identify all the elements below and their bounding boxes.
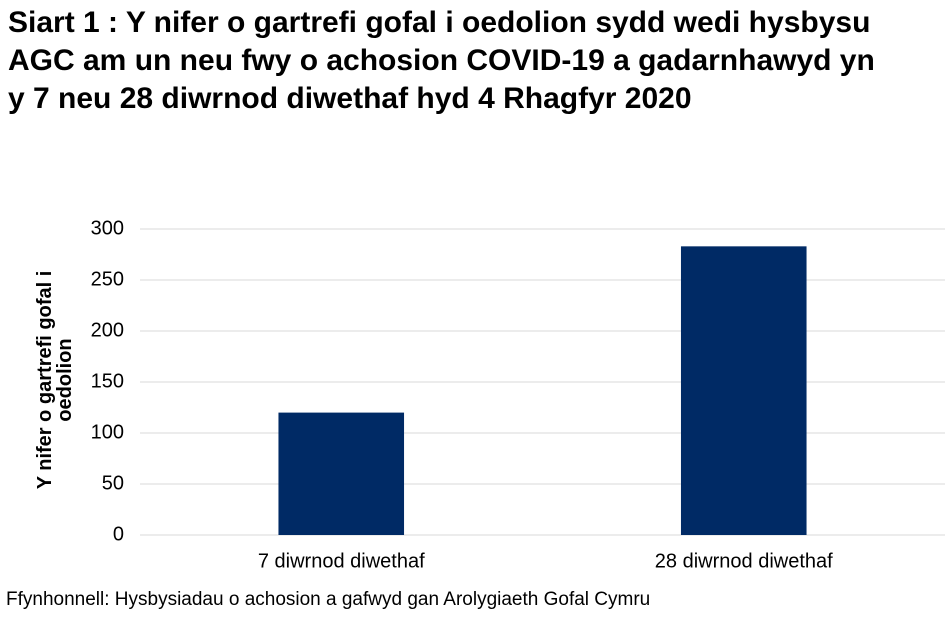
y-tick-label: 100 — [91, 421, 124, 443]
source-note: Ffynhonnell: Hysbysiadau o achosion a ga… — [6, 589, 651, 610]
y-tick-label: 300 — [91, 217, 124, 239]
x-tick-label: 7 diwrnod diwethaf — [258, 550, 425, 572]
y-tick-label: 150 — [91, 370, 124, 392]
y-tick-label: 50 — [102, 472, 124, 494]
y-tick-label: 200 — [91, 319, 124, 341]
bar — [278, 412, 405, 535]
bar — [680, 246, 807, 535]
x-tick-label: 28 diwrnod diwethaf — [655, 550, 833, 572]
chart-title: Siart 1 : Y nifer o gartrefi gofal i oed… — [8, 6, 875, 115]
y-axis-label: Y nifer o gartrefi gofal i oedolion — [34, 270, 76, 490]
y-tick-label: 250 — [91, 268, 124, 290]
y-tick-label: 0 — [113, 523, 124, 545]
